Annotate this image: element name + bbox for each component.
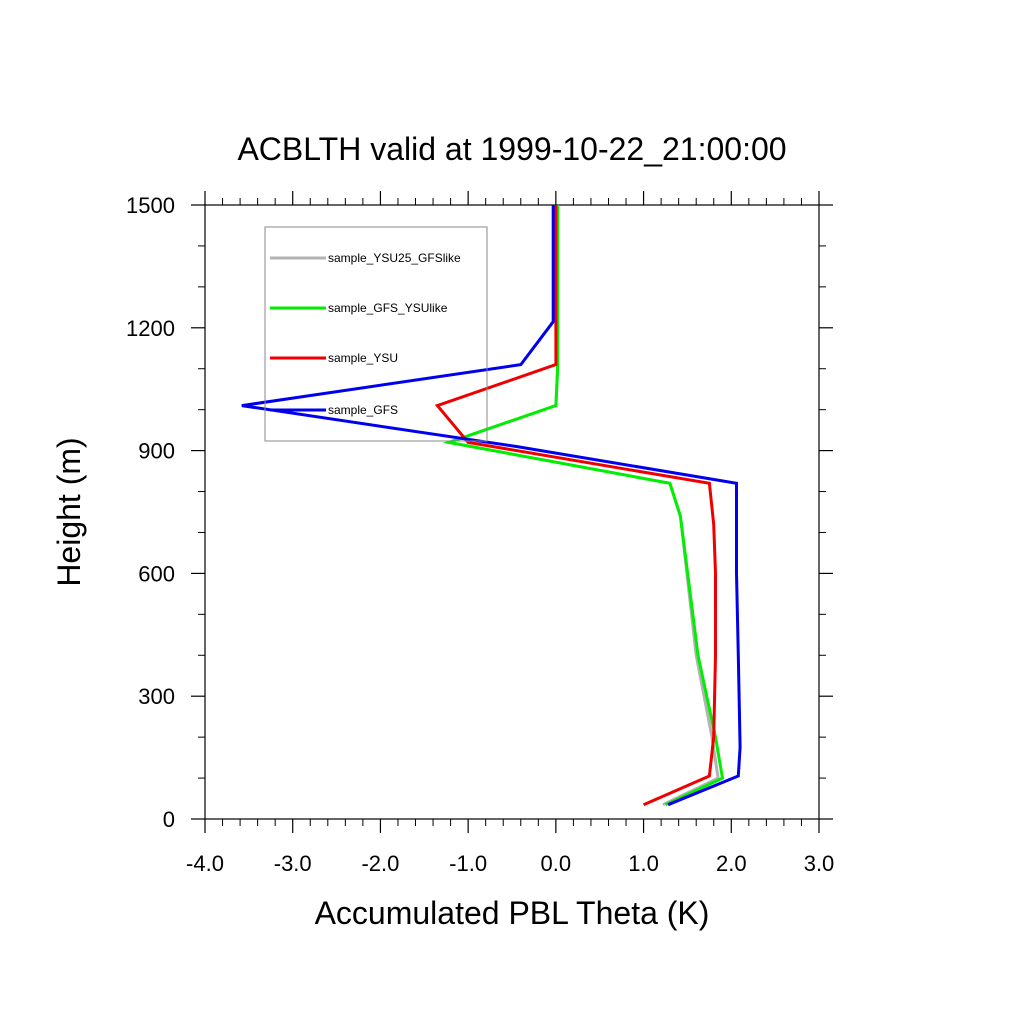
- y-axis-label: Height (m): [51, 437, 87, 586]
- y-tick-label: 1500: [126, 193, 175, 218]
- x-tick-label: 1.0: [628, 851, 659, 876]
- legend-label: sample_YSU: [328, 351, 398, 365]
- y-tick-label: 900: [138, 439, 175, 464]
- legend: sample_YSU25_GFSlike sample_GFS_YSUlikesa…: [264, 226, 488, 442]
- chart-title: ACBLTH valid at 1999-10-22_21:00:00: [237, 131, 786, 167]
- x-tick-label: -1.0: [449, 851, 487, 876]
- series-line: [241, 205, 742, 807]
- y-tick-label: 300: [138, 684, 175, 709]
- y-tick-label: 0: [163, 807, 175, 832]
- y-tick-label: 1200: [126, 316, 175, 341]
- series-line: [442, 205, 725, 807]
- x-tick-label: -2.0: [361, 851, 399, 876]
- plot-frame: [204, 204, 820, 820]
- legend-box: [264, 226, 488, 442]
- x-tick-label: -4.0: [186, 851, 224, 876]
- legend-label: sample_GFS: [328, 403, 398, 417]
- x-axis-label: Accumulated PBL Theta (K): [315, 895, 710, 931]
- y-tick-label: 600: [138, 561, 175, 586]
- x-tick-label: 2.0: [716, 851, 747, 876]
- legend-label: sample_GFS_YSUlike: [328, 301, 448, 315]
- x-tick-label: -3.0: [274, 851, 312, 876]
- x-tick-label: 3.0: [804, 851, 835, 876]
- axes: -4.0 -3.0 -2.0 -1.0 0.0 1.0 2.0 3.0 0 300 600 900 12…: [126, 191, 834, 876]
- series-lines: [241, 205, 742, 807]
- x-tick-label: 0.0: [541, 851, 572, 876]
- plot-area: [204, 204, 820, 820]
- legend-label: sample_YSU25_GFSlike: [328, 251, 461, 265]
- series-line: [434, 205, 717, 807]
